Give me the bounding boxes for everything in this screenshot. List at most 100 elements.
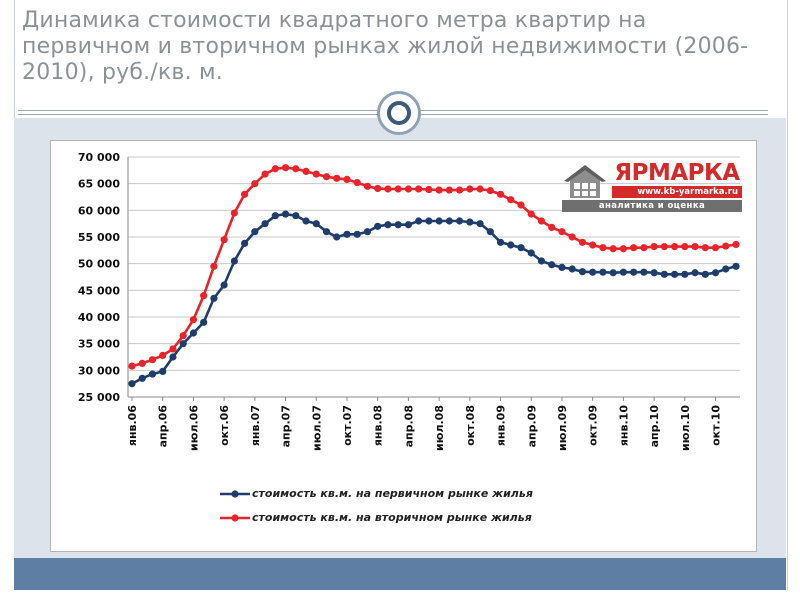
data-point <box>548 261 556 269</box>
data-point <box>220 236 228 244</box>
data-point <box>271 165 279 173</box>
data-point <box>363 228 372 236</box>
y-axis: 70 000 65 000 60 000 55 000 50 000 45 000 40 0… <box>78 151 129 404</box>
data-point <box>322 173 331 181</box>
data-point <box>466 218 474 226</box>
data-point <box>599 244 607 252</box>
x-tick-label: июл.08 <box>433 405 446 451</box>
data-point <box>322 228 331 236</box>
data-point <box>292 212 300 220</box>
legend-swatch-secondary <box>220 514 250 522</box>
data-point <box>261 170 269 178</box>
data-point <box>650 243 658 251</box>
data-point <box>343 230 351 238</box>
data-point <box>251 180 259 188</box>
data-point <box>200 318 208 326</box>
data-point <box>537 217 546 225</box>
data-point <box>630 268 638 276</box>
data-point <box>568 265 576 273</box>
x-axis: янв.06 апр.06 июл.06 окт.06 янв.07 апр.07 июл.… <box>126 396 740 451</box>
data-point <box>435 217 443 225</box>
data-point <box>302 167 310 175</box>
data-point <box>609 269 617 277</box>
data-point <box>619 245 627 253</box>
legend-label-primary: стоимость кв.м. на первичном рынке жилья <box>252 487 533 500</box>
data-point <box>343 175 351 183</box>
data-point <box>271 212 279 220</box>
chart-series <box>128 164 740 388</box>
data-point <box>609 245 617 253</box>
data-point <box>159 367 167 375</box>
series-secondary <box>128 164 740 370</box>
x-tick-label: окт.06 <box>218 405 231 446</box>
data-point <box>507 196 515 204</box>
y-tick-label: 50 000 <box>78 258 120 271</box>
data-point <box>445 186 453 194</box>
data-point <box>333 233 341 241</box>
y-tick-label: 65 000 <box>78 178 120 191</box>
data-point <box>455 217 464 225</box>
y-tick-label: 30 000 <box>78 364 120 377</box>
x-tick-label: окт.08 <box>464 405 477 446</box>
data-point <box>230 209 238 217</box>
data-point <box>670 270 679 278</box>
data-point <box>138 374 146 382</box>
data-point <box>189 329 198 337</box>
x-tick-label: июл.10 <box>679 405 692 451</box>
data-point <box>169 353 177 361</box>
x-tick-label: окт.09 <box>587 405 600 446</box>
data-point <box>711 269 720 277</box>
data-point <box>281 164 290 172</box>
data-point <box>527 210 535 218</box>
data-point <box>732 240 740 249</box>
x-tick-label: июл.09 <box>556 405 569 451</box>
data-point <box>496 238 505 246</box>
data-point <box>722 242 730 250</box>
data-point <box>568 233 576 241</box>
x-tick-label: апр.09 <box>525 405 538 447</box>
data-point <box>179 332 187 340</box>
data-point <box>466 185 474 193</box>
data-point <box>537 257 546 265</box>
data-point <box>394 221 402 229</box>
logo-tagline: аналитика и оценка <box>562 200 742 212</box>
house-logo-icon <box>564 165 606 198</box>
y-tick-label: 60 000 <box>78 204 120 217</box>
data-point <box>374 184 382 193</box>
chart-legend: стоимость кв.м. на первичном рынке жилья… <box>220 482 640 530</box>
data-point <box>650 269 658 277</box>
logo-brand-text: ЯРМАРКА <box>614 160 740 186</box>
data-point <box>589 268 597 276</box>
data-point <box>701 244 709 252</box>
data-point <box>517 244 525 252</box>
data-point <box>681 243 689 251</box>
data-point <box>281 210 290 218</box>
legend-item-primary: стоимость кв.м. на первичном рынке жилья <box>220 482 640 506</box>
data-point <box>179 340 187 348</box>
data-point <box>527 249 535 257</box>
data-point <box>128 362 136 370</box>
data-point <box>148 370 157 378</box>
data-point <box>302 217 310 225</box>
data-point <box>517 201 525 209</box>
data-point <box>711 244 720 252</box>
data-point <box>640 268 648 276</box>
data-point <box>496 190 505 198</box>
footer-bar <box>14 558 786 590</box>
data-point <box>312 170 320 178</box>
data-point <box>425 217 433 225</box>
data-point <box>681 270 689 278</box>
data-point <box>312 220 320 228</box>
x-tick-label: апр.07 <box>280 405 293 447</box>
data-point <box>230 257 238 265</box>
data-point <box>660 270 668 278</box>
data-point <box>578 238 587 246</box>
data-point <box>640 244 648 252</box>
data-point <box>374 222 382 230</box>
data-point <box>691 243 699 251</box>
data-point <box>589 241 597 249</box>
data-point <box>159 351 167 359</box>
data-point <box>128 380 136 388</box>
x-tick-label: янв.07 <box>249 405 262 446</box>
